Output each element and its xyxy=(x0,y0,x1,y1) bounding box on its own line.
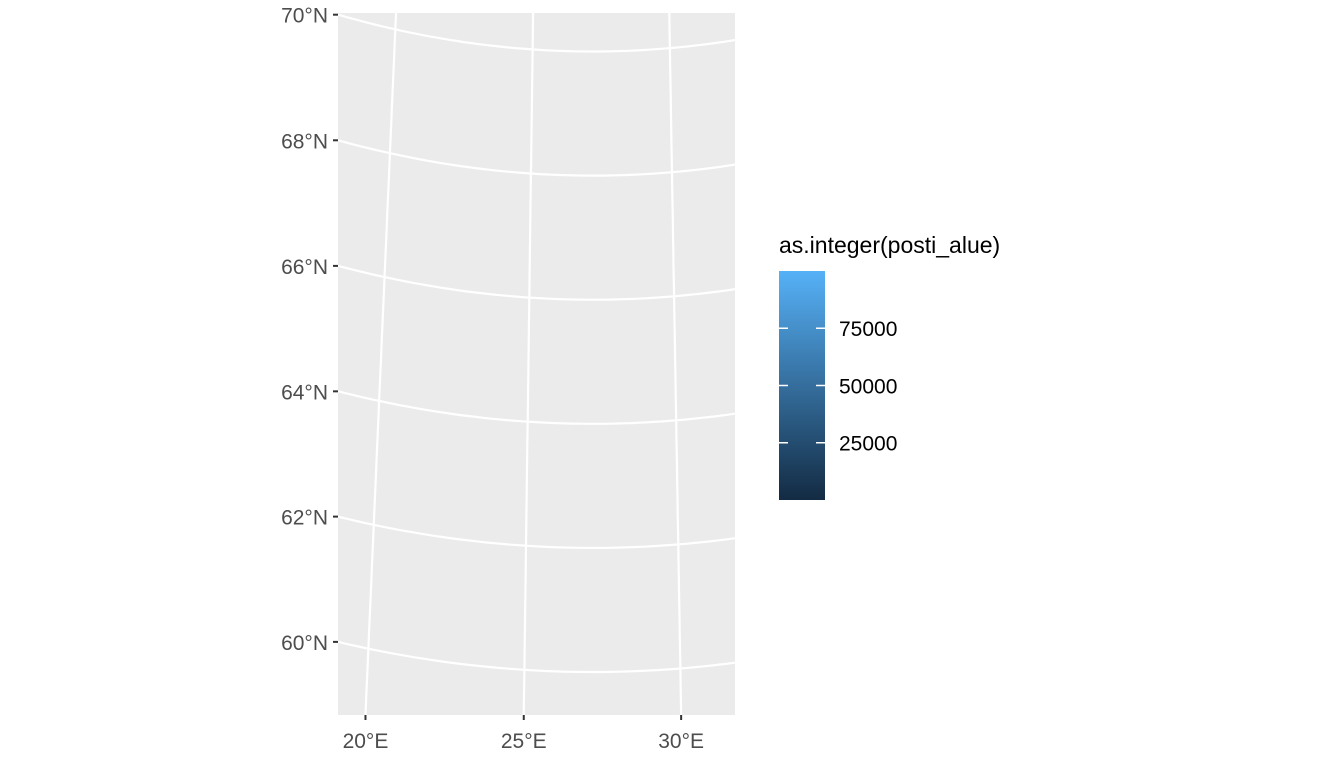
legend-break-label: 50000 xyxy=(839,375,897,398)
graticule xyxy=(338,13,735,715)
map-panel xyxy=(338,13,735,715)
y-axis: 60°N 62°N 64°N 66°N 68°N 70°N xyxy=(281,5,338,655)
y-tick-label: 70°N xyxy=(281,5,328,28)
legend-break-label: 25000 xyxy=(839,433,897,456)
x-tick-label: 20°E xyxy=(343,730,389,753)
parallel-64 xyxy=(338,390,735,425)
legend-break-label: 75000 xyxy=(839,318,897,341)
x-tick-label: 30°E xyxy=(658,730,704,753)
y-tick-label: 62°N xyxy=(281,507,328,530)
parallel-62 xyxy=(338,515,735,549)
y-tick-label: 68°N xyxy=(281,130,328,153)
parallel-66 xyxy=(338,264,735,301)
x-axis: 20°E 25°E 30°E xyxy=(343,715,704,753)
y-tick-label: 64°N xyxy=(281,381,328,404)
meridian-25 xyxy=(522,13,535,715)
y-tick-label: 60°N xyxy=(281,632,328,655)
legend: as.integer(posti_alue) 25000 50000 75000 xyxy=(779,232,1000,500)
parallel-70 xyxy=(338,13,735,53)
parallel-68 xyxy=(338,139,735,177)
legend-title: as.integer(posti_alue) xyxy=(779,232,1000,258)
meridian-30 xyxy=(668,13,683,715)
parallel-60 xyxy=(338,640,735,674)
meridian-20 xyxy=(364,13,398,715)
x-tick-label: 25°E xyxy=(501,730,547,753)
y-tick-label: 66°N xyxy=(281,256,328,279)
